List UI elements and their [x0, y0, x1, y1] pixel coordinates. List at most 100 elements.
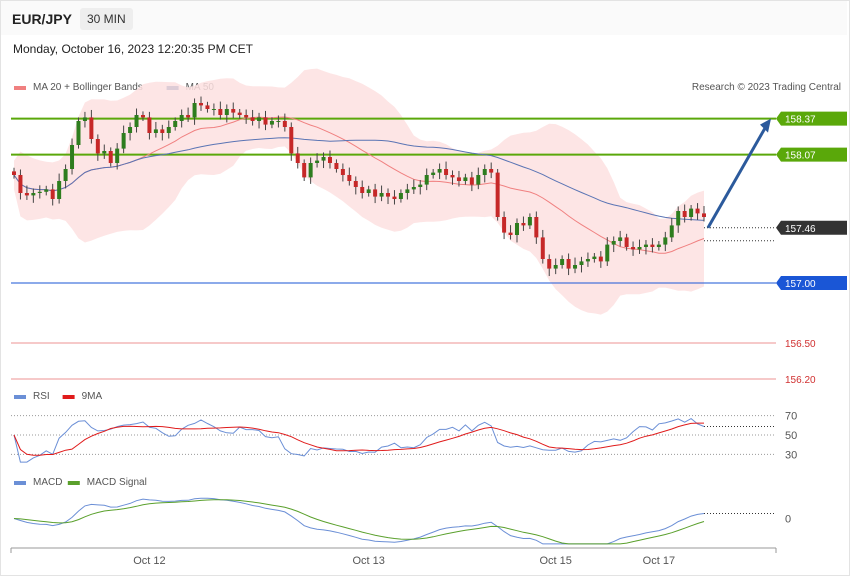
level-label: 156.50 — [785, 339, 816, 350]
candle-body — [218, 109, 223, 115]
legend-swatch — [14, 86, 26, 90]
candle-body — [444, 169, 449, 175]
candle-body — [302, 163, 307, 178]
legend-label: 9MA — [82, 391, 103, 402]
legend-swatch — [14, 395, 26, 399]
rsi-level-label: 70 — [785, 411, 797, 423]
candle-body — [231, 109, 236, 113]
candle-body — [70, 145, 75, 169]
candle-body — [456, 177, 461, 181]
rsi-level-label: 30 — [785, 449, 797, 461]
candle-body — [353, 181, 358, 187]
macd-zero-label: 0 — [785, 514, 791, 526]
level-label: 156.20 — [785, 375, 816, 386]
candle-body — [482, 169, 487, 175]
candle-body — [108, 151, 113, 163]
level-label: 157.00 — [785, 279, 816, 290]
candle-body — [495, 172, 500, 217]
candle-body — [573, 265, 578, 269]
candle-body — [121, 133, 126, 149]
candle-body — [140, 115, 145, 118]
candle-body — [508, 232, 513, 235]
candle-body — [534, 217, 539, 238]
candle-body — [418, 184, 423, 187]
candle-body — [315, 160, 320, 163]
candle-body — [476, 175, 481, 185]
candle-body — [689, 208, 694, 217]
legend-swatch — [62, 395, 75, 399]
candle-body — [695, 208, 700, 214]
x-tick-label: Oct 15 — [539, 555, 571, 567]
timeframe-badge[interactable]: 30 MIN — [80, 8, 133, 30]
candle-body — [682, 211, 687, 217]
candle-body — [186, 115, 191, 118]
candle-body — [373, 189, 378, 197]
candle-body — [160, 129, 165, 133]
candle-body — [192, 103, 197, 118]
candle-body — [521, 223, 526, 226]
candle-body — [211, 109, 216, 110]
copyright-text: Research © 2023 Trading Central — [692, 82, 841, 93]
candle-body — [366, 189, 371, 193]
candle-body — [702, 213, 706, 217]
candle-body — [631, 247, 636, 250]
timestamp: Monday, October 16, 2023 12:20:35 PM CET — [13, 42, 253, 56]
candle-body — [450, 175, 455, 178]
candle-body — [598, 256, 603, 262]
legend-swatch — [67, 481, 80, 485]
candle-body — [289, 127, 294, 154]
legend-label: RSI — [33, 391, 50, 402]
legend-swatch — [14, 481, 26, 485]
bollinger-band — [14, 68, 704, 315]
price-tag — [776, 220, 847, 235]
candle-body — [82, 117, 87, 121]
candle-body — [663, 237, 668, 245]
candle-body — [611, 241, 616, 245]
candle-body — [340, 169, 345, 175]
candle-body — [437, 169, 442, 173]
x-tick-label: Oct 17 — [643, 555, 675, 567]
rsi-level-label: 50 — [785, 430, 797, 442]
candle-body — [669, 225, 674, 238]
candle-body — [50, 189, 55, 199]
candle-body — [224, 109, 229, 115]
candle-body — [166, 127, 171, 133]
candle-body — [386, 193, 391, 197]
x-tick-label: Oct 13 — [352, 555, 384, 567]
candle-body — [463, 177, 468, 181]
candle-body — [76, 121, 81, 145]
candle-body — [250, 117, 255, 121]
candle-body — [527, 217, 532, 226]
legend-label: MACD Signal — [87, 477, 147, 488]
candle-body — [115, 148, 120, 163]
candle-body — [128, 127, 133, 133]
candle-body — [12, 171, 16, 175]
chart-header: EUR/JPY 30 MIN — [1, 1, 847, 35]
candle-body — [392, 196, 397, 199]
candle-body — [89, 117, 94, 139]
candle-body — [676, 211, 681, 226]
candle-body — [360, 187, 365, 193]
rsi-line — [13, 417, 705, 463]
candle-body — [237, 112, 242, 115]
candle-body — [257, 117, 262, 121]
level-label: 157.46 — [785, 224, 816, 235]
candle-body — [656, 244, 661, 247]
candle-body — [205, 105, 210, 109]
candle-body — [282, 121, 287, 127]
candle-body — [102, 151, 107, 154]
price-tag — [776, 111, 847, 126]
price-tag — [776, 147, 847, 162]
target-arrow — [706, 123, 769, 229]
candle-body — [624, 237, 629, 247]
candle-body — [347, 175, 352, 181]
candle-body — [431, 172, 436, 175]
candle-body — [134, 115, 139, 127]
level-label: 158.07 — [785, 151, 816, 162]
candle-body — [95, 139, 100, 154]
instrument-name: EUR/JPY — [12, 11, 72, 27]
candle-body — [24, 193, 29, 196]
candle-body — [643, 244, 648, 247]
level-label: 158.37 — [785, 115, 816, 126]
